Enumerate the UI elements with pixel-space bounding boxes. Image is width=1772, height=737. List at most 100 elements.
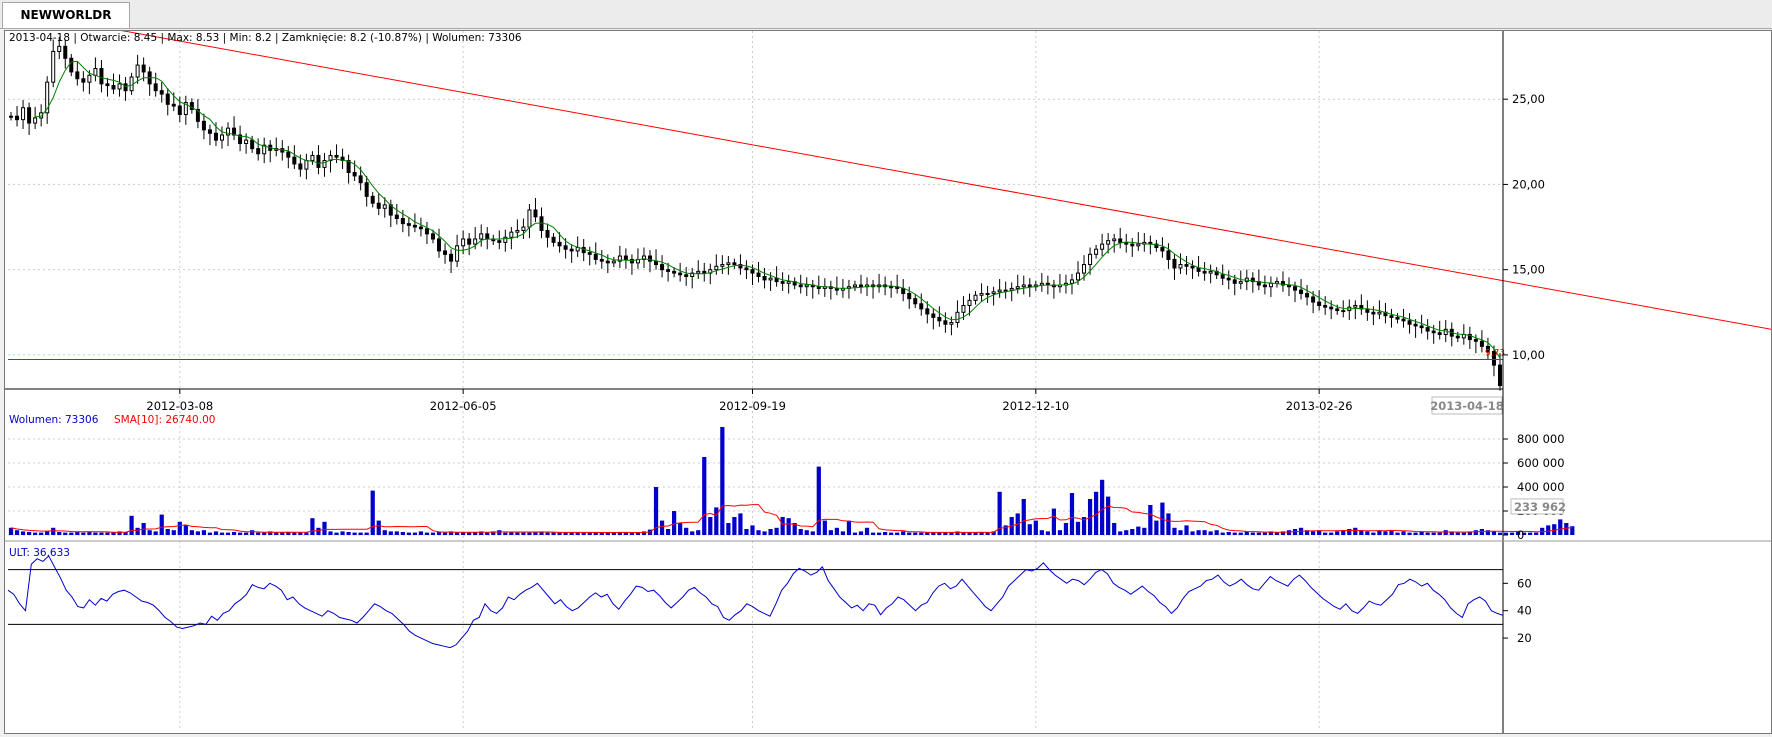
- volume-bar: [177, 521, 182, 535]
- candle-body: [1232, 279, 1237, 284]
- volume-bar: [1124, 530, 1129, 535]
- candle-body: [87, 74, 92, 83]
- volume-bar: [1509, 532, 1515, 535]
- candle-body: [973, 294, 978, 301]
- volume-bar: [1081, 517, 1087, 535]
- volume-bar: [762, 531, 767, 535]
- candle-body: [750, 269, 755, 274]
- volume-bar: [1021, 499, 1026, 535]
- candle-body: [135, 64, 140, 78]
- candle-body: [1202, 270, 1207, 274]
- volume-bar: [1256, 532, 1261, 535]
- volume-bar: [991, 531, 996, 535]
- candle-body: [443, 250, 448, 255]
- volume-bar: [684, 527, 689, 535]
- candle-body: [581, 247, 586, 254]
- volume-bar: [611, 532, 616, 535]
- volume-bar: [328, 531, 333, 535]
- volume-bar: [515, 532, 520, 535]
- candle-body: [1015, 286, 1020, 289]
- candle-body: [1009, 287, 1014, 291]
- candle-body: [985, 293, 990, 296]
- volume-bar: [280, 532, 285, 535]
- volume-bar: [822, 520, 827, 535]
- candle-body: [979, 293, 984, 296]
- candle-body: [666, 269, 671, 272]
- candle-body: [1220, 274, 1225, 279]
- volume-tick-label: 400 000: [1517, 480, 1565, 494]
- volume-bar: [93, 532, 98, 535]
- candle-body: [292, 156, 297, 165]
- volume-bar: [436, 532, 442, 535]
- volume-bar: [1232, 532, 1237, 535]
- volume-bar: [641, 531, 647, 535]
- x-tick-label: 2012-09-19: [719, 399, 786, 413]
- candle-body: [1491, 350, 1496, 366]
- candle-body: [551, 236, 556, 243]
- volume-bar: [961, 532, 966, 535]
- y-tick-label: 25,00: [1512, 92, 1545, 106]
- volume-bar: [629, 532, 635, 535]
- volume-bar: [798, 529, 803, 535]
- volume-bar: [539, 531, 544, 535]
- candle-body: [1268, 282, 1273, 288]
- candle-body: [310, 154, 315, 162]
- volume-bar: [937, 532, 942, 535]
- volume-bar: [1323, 532, 1328, 535]
- ult-tick-label: 40: [1517, 604, 1532, 618]
- candle-body: [1088, 253, 1093, 266]
- candle-body: [1021, 284, 1026, 288]
- candle-body: [648, 255, 653, 262]
- volume-bar: [1455, 532, 1460, 535]
- tab-newworldr[interactable]: NEWWORLDR: [2, 2, 130, 28]
- volume-bar: [497, 530, 502, 535]
- candle-body: [400, 218, 405, 225]
- candle-body: [123, 83, 128, 92]
- candle-body: [654, 260, 659, 266]
- volume-bar: [1190, 531, 1195, 535]
- volume-bar: [1112, 523, 1117, 535]
- volume-bar: [1473, 530, 1478, 535]
- volume-bar: [1449, 531, 1454, 535]
- volume-bar: [1564, 523, 1569, 535]
- volume-bar: [1521, 532, 1527, 535]
- chart-canvas[interactable]: 9,73 2012-03-08 2012-06-05 2012-09-19 2012-…: [5, 10, 1772, 733]
- volume-bar: [756, 530, 761, 535]
- candle-body: [629, 258, 634, 264]
- volume-bar: [967, 532, 972, 535]
- candle-body: [165, 93, 170, 105]
- volume-bar: [696, 530, 701, 535]
- volume-bar: [442, 532, 448, 535]
- candle-body: [111, 85, 116, 90]
- candle-body: [1118, 238, 1123, 243]
- candle-body: [732, 262, 737, 266]
- volume-bar: [8, 527, 14, 535]
- candle-body: [901, 287, 906, 295]
- volume-bar: [1184, 525, 1189, 535]
- volume-bar: [382, 530, 387, 535]
- x-tick-label: 2012-03-08: [146, 399, 213, 413]
- volume-bar: [1371, 532, 1376, 535]
- candle-body: [834, 287, 839, 291]
- volume-bar: [732, 517, 737, 535]
- candle-body: [605, 260, 610, 264]
- candle-body: [1455, 335, 1460, 339]
- candle-body: [461, 238, 466, 247]
- volume-bar: [744, 529, 749, 535]
- volume-bar: [412, 532, 418, 535]
- candle-body: [852, 284, 857, 288]
- volume-bar: [919, 532, 924, 535]
- volume-bar: [973, 532, 978, 535]
- volume-bar: [225, 532, 231, 535]
- candle-body: [364, 182, 369, 197]
- candle-body: [858, 284, 863, 288]
- price-marker: 9,73: [1485, 349, 1505, 359]
- candle-body: [1377, 311, 1382, 315]
- candle-body: [720, 264, 725, 267]
- volume-bar: [117, 531, 122, 535]
- volume-bar: [1347, 529, 1352, 535]
- candle-body: [1226, 277, 1231, 281]
- candle-body: [322, 160, 327, 168]
- x-last-label: 2013-04-18: [1430, 399, 1504, 413]
- candle-body: [768, 277, 773, 281]
